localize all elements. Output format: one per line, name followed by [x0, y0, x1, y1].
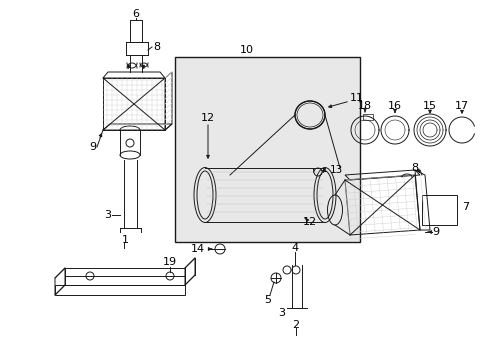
Text: 12: 12	[303, 217, 316, 227]
Text: 1: 1	[121, 235, 128, 245]
Text: 2: 2	[292, 320, 299, 330]
Text: 17: 17	[454, 101, 468, 111]
Text: 14: 14	[190, 244, 204, 254]
Text: 5: 5	[264, 295, 271, 305]
Text: 13: 13	[329, 165, 343, 175]
Text: 15: 15	[422, 101, 436, 111]
Text: 19: 19	[163, 257, 177, 267]
Text: 6: 6	[132, 9, 139, 19]
Text: 11: 11	[349, 93, 363, 103]
Text: 9: 9	[431, 227, 438, 237]
Text: 8: 8	[410, 163, 418, 173]
Text: 3: 3	[104, 210, 111, 220]
Text: 10: 10	[240, 45, 253, 55]
Text: 12: 12	[201, 113, 215, 123]
Text: 8: 8	[153, 42, 160, 52]
Text: 3: 3	[278, 308, 285, 318]
Text: 7: 7	[461, 202, 468, 212]
Text: 18: 18	[357, 101, 371, 111]
FancyBboxPatch shape	[175, 57, 359, 242]
Text: 9: 9	[89, 142, 96, 152]
Text: 16: 16	[387, 101, 401, 111]
Text: 4: 4	[291, 243, 298, 253]
